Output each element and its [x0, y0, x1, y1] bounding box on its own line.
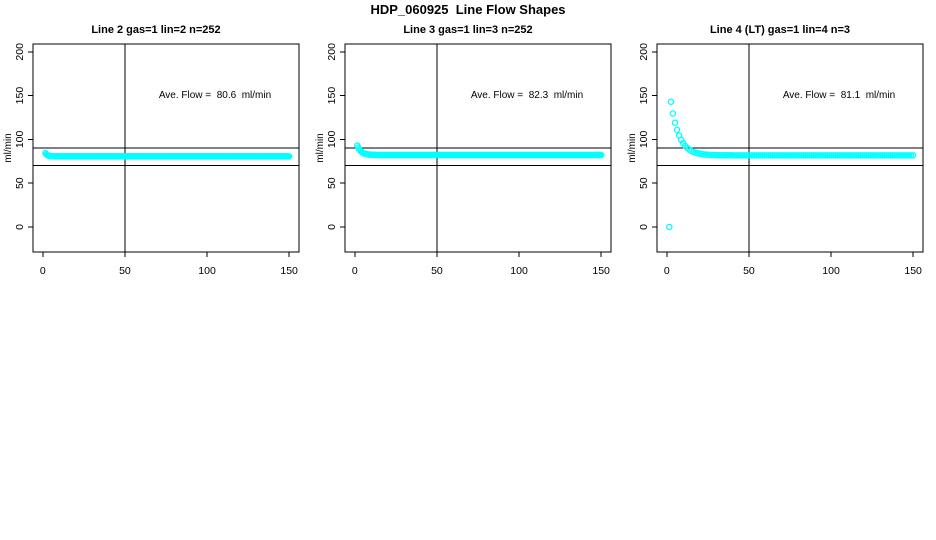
svg-text:50: 50: [743, 265, 755, 277]
panel-line-2: 0 50 100 150 200 0 50 100 150 ml/min Line 2 gas=1…: [0, 0, 312, 290]
svg-text:0: 0: [352, 265, 358, 277]
svg-text:50: 50: [326, 177, 338, 189]
svg-text:0: 0: [664, 265, 670, 277]
svg-text:ml/min: ml/min: [3, 133, 14, 162]
panel-title: Line 2 gas=1 lin=2 n=252: [91, 24, 221, 36]
svg-text:200: 200: [14, 43, 26, 61]
svg-text:ml/min: ml/min: [627, 133, 638, 162]
svg-text:150: 150: [638, 87, 650, 105]
svg-text:100: 100: [326, 130, 338, 148]
plot-area-line-3: 0 50 100 150 200 0 50 100 150 ml/min: [315, 43, 612, 277]
svg-text:ml/min: ml/min: [315, 133, 326, 162]
svg-text:100: 100: [822, 265, 840, 277]
svg-text:100: 100: [638, 130, 650, 148]
svg-text:150: 150: [904, 265, 922, 277]
svg-text:50: 50: [14, 177, 26, 189]
svg-text:100: 100: [510, 265, 528, 277]
panel-line-3: 0 50 100 150 200 0 50 100 150 ml/min Line 3 gas=1…: [312, 0, 624, 290]
svg-text:200: 200: [326, 43, 338, 61]
svg-text:0: 0: [14, 224, 26, 230]
plot-area-line-2: 0 50 100 150 200 0 50 100 150 ml/min: [3, 43, 300, 277]
svg-text:150: 150: [592, 265, 610, 277]
svg-text:50: 50: [119, 265, 131, 277]
panel-line-4: 0 50 100 150 200 0 50 100 150 ml/min Line 4 (LT) …: [624, 0, 936, 290]
svg-text:50: 50: [431, 265, 443, 277]
ave-flow-annotation: Ave. Flow = 82.3 ml/min: [470, 90, 584, 101]
svg-text:150: 150: [326, 87, 338, 105]
figure-title: HDP_060925 Line Flow Shapes: [370, 2, 566, 17]
svg-text:150: 150: [14, 87, 26, 105]
ave-flow-annotation: Ave. Flow = 80.6 ml/min: [158, 90, 272, 101]
panel-title: Line 4 (LT) gas=1 lin=4 n=3: [709, 24, 851, 36]
svg-text:0: 0: [326, 224, 338, 230]
svg-text:150: 150: [280, 265, 298, 277]
svg-text:200: 200: [638, 43, 650, 61]
plot-area-line-4: 0 50 100 150 200 0 50 100 150 ml/min: [627, 43, 924, 277]
svg-text:100: 100: [14, 130, 26, 148]
panel-title: Line 3 gas=1 lin=3 n=252: [403, 24, 533, 36]
svg-text:0: 0: [638, 224, 650, 230]
svg-text:100: 100: [198, 265, 216, 277]
svg-text:50: 50: [638, 177, 650, 189]
svg-text:0: 0: [40, 265, 46, 277]
ave-flow-annotation: Ave. Flow = 81.1 ml/min: [782, 90, 896, 101]
